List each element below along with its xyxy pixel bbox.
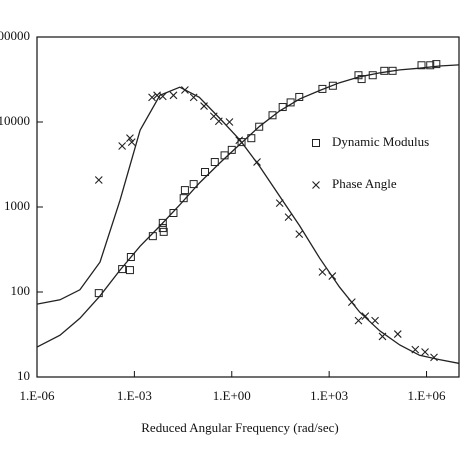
legend-label: Phase Angle bbox=[332, 176, 397, 191]
legend-symbol bbox=[312, 181, 320, 189]
data-point bbox=[179, 194, 188, 203]
plot-frame bbox=[36, 36, 460, 378]
data-point bbox=[210, 158, 219, 167]
legend-symbol bbox=[312, 139, 320, 147]
x-axis-label: Reduced Angular Frequency (rad/sec) bbox=[141, 420, 338, 435]
data-point bbox=[354, 316, 363, 325]
data-point bbox=[417, 61, 426, 70]
data-point bbox=[125, 266, 134, 275]
y-tick-label: 1000 bbox=[4, 198, 30, 213]
x-tick-label: 1.E-03 bbox=[117, 388, 152, 403]
data-point bbox=[126, 253, 135, 262]
data-point bbox=[200, 102, 208, 110]
data-point bbox=[393, 330, 402, 338]
data-point bbox=[159, 227, 168, 236]
data-point bbox=[268, 111, 277, 120]
x-tick-label: 1.E+00 bbox=[213, 388, 251, 403]
data-point bbox=[201, 168, 210, 177]
data-point bbox=[148, 93, 156, 102]
data-point bbox=[318, 268, 327, 276]
data-point bbox=[380, 66, 389, 75]
x-tick-label: 1.E+06 bbox=[408, 388, 447, 403]
data-point bbox=[118, 142, 127, 150]
data-point bbox=[94, 176, 103, 184]
legend-label: Dynamic Modulus bbox=[332, 134, 429, 149]
data-point bbox=[225, 118, 234, 126]
data-point bbox=[127, 138, 136, 146]
x-tick-label: 1.E-06 bbox=[19, 388, 55, 403]
data-point bbox=[169, 91, 178, 100]
data-point bbox=[284, 213, 293, 222]
data-point bbox=[189, 180, 198, 189]
x-tick-label: 1.E+03 bbox=[310, 388, 348, 403]
data-point bbox=[318, 84, 327, 93]
data-point bbox=[227, 145, 236, 154]
y-tick-label: 10 bbox=[17, 368, 30, 383]
y-tick-label: 100 bbox=[11, 283, 31, 298]
data-point bbox=[295, 230, 304, 238]
data-point bbox=[328, 81, 337, 90]
data-point bbox=[432, 60, 441, 69]
data-point bbox=[430, 353, 438, 362]
data-point bbox=[169, 208, 178, 217]
fit-curve bbox=[36, 64, 459, 348]
data-point bbox=[214, 117, 223, 126]
y-tick-label: 10000 bbox=[0, 113, 30, 128]
data-point bbox=[371, 316, 379, 325]
data-point bbox=[126, 134, 134, 143]
data-point bbox=[180, 186, 189, 195]
data-point bbox=[158, 218, 167, 227]
data-point bbox=[94, 289, 103, 298]
data-point bbox=[421, 348, 429, 356]
fit-curve bbox=[36, 86, 459, 364]
data-point bbox=[426, 61, 435, 70]
data-point bbox=[118, 265, 127, 274]
data-point bbox=[357, 75, 366, 84]
data-point bbox=[255, 122, 264, 131]
data-point bbox=[158, 92, 167, 101]
data-point bbox=[361, 312, 370, 321]
